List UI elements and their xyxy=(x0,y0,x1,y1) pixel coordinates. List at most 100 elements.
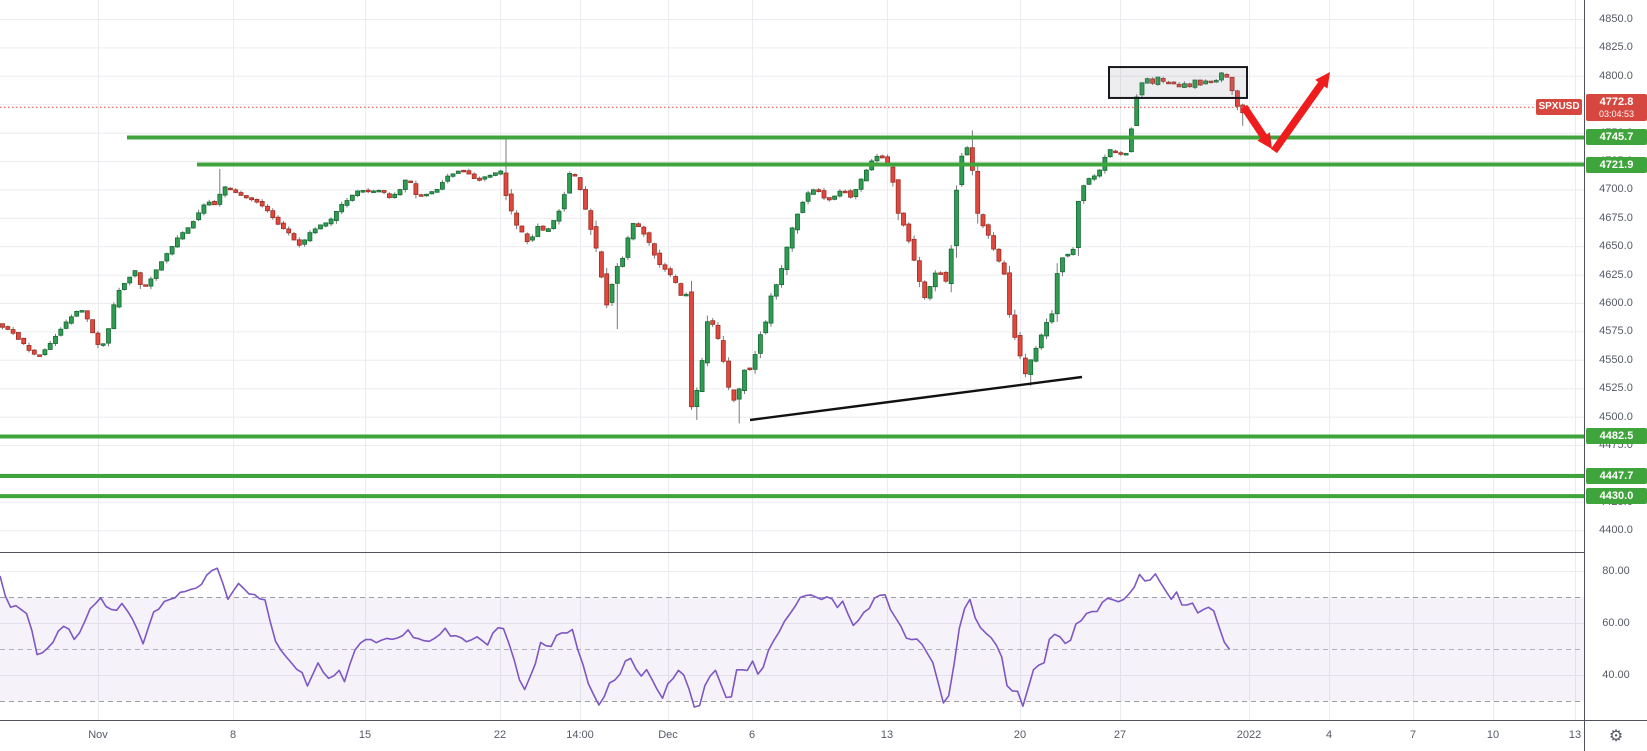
price-tick: 4525.0 xyxy=(1599,382,1633,395)
candle xyxy=(1213,80,1219,83)
candle xyxy=(853,189,859,198)
price-tick: 4400.0 xyxy=(1599,524,1633,537)
candle xyxy=(779,268,784,286)
candle xyxy=(302,239,308,245)
candle xyxy=(84,310,90,320)
consolidation-box[interactable] xyxy=(1108,66,1248,99)
candle xyxy=(641,226,647,235)
gear-glyph: ⚙ xyxy=(1608,728,1624,745)
price-tick: 4700.0 xyxy=(1599,183,1633,196)
candle xyxy=(895,179,901,214)
candle xyxy=(291,233,297,241)
candle xyxy=(1129,128,1134,153)
rsi-pane[interactable] xyxy=(0,552,1584,720)
time-tick: 8 xyxy=(229,729,237,741)
candle xyxy=(185,227,191,234)
level-price-chip: 4482.5 xyxy=(1586,428,1647,445)
candle xyxy=(1097,169,1102,177)
forecast-arrow[interactable] xyxy=(1240,72,1330,154)
time-tick: 22 xyxy=(493,729,507,741)
candle xyxy=(238,192,244,196)
candle xyxy=(1001,262,1007,275)
candle xyxy=(630,223,636,240)
candle xyxy=(26,345,32,351)
pane-separator[interactable] xyxy=(0,552,1647,553)
trendline[interactable] xyxy=(749,375,1083,422)
time-tick: 27 xyxy=(1113,729,1127,741)
time-tick: 13 xyxy=(880,729,894,741)
candle xyxy=(1229,76,1235,92)
candle xyxy=(286,228,292,234)
price-tick: 4500.0 xyxy=(1599,410,1633,423)
time-tick: 10 xyxy=(1486,729,1500,741)
candle xyxy=(789,227,795,249)
settings-gear-icon[interactable]: ⚙ xyxy=(1584,721,1647,751)
candle xyxy=(551,220,557,229)
candle xyxy=(540,225,546,231)
candle xyxy=(832,195,837,200)
candle xyxy=(763,321,769,334)
time-axis[interactable]: ⚙ Nov 8 15 22 14:00 Dec 6 13 20 27 2022 4 7 10 13 xyxy=(0,720,1647,751)
candle xyxy=(477,177,482,181)
candle xyxy=(678,283,684,296)
candle xyxy=(1012,314,1018,338)
price-axis[interactable]: 4850.04825.04800.04775.04750.04725.04700… xyxy=(1584,0,1647,720)
candle xyxy=(15,332,21,340)
candle xyxy=(662,264,668,270)
candle xyxy=(196,212,202,221)
candle xyxy=(911,238,917,261)
rsi-line xyxy=(0,567,1231,708)
candle xyxy=(212,200,217,206)
candle xyxy=(800,201,806,213)
candle xyxy=(328,218,334,225)
candle xyxy=(667,268,673,276)
price-pane[interactable] xyxy=(0,0,1584,552)
time-tick: 20 xyxy=(1013,729,1027,741)
candle xyxy=(673,276,678,283)
candle xyxy=(1038,334,1044,349)
candle xyxy=(837,190,843,197)
candle xyxy=(164,253,170,262)
candle xyxy=(365,189,371,193)
candle xyxy=(275,216,281,225)
candle xyxy=(63,321,69,329)
candle xyxy=(816,189,822,193)
candle xyxy=(233,189,239,193)
candle xyxy=(265,205,270,212)
candle xyxy=(901,212,906,226)
candle xyxy=(1155,76,1161,85)
symbol-label: SPXUSD xyxy=(1538,101,1580,112)
candle xyxy=(1118,152,1124,155)
candle xyxy=(190,221,196,229)
rsi-tick: 60.00 xyxy=(1602,617,1630,629)
candle xyxy=(270,210,276,219)
candle xyxy=(614,266,620,284)
candle xyxy=(694,390,700,407)
candle xyxy=(227,187,233,191)
candle xyxy=(699,360,705,392)
candle xyxy=(705,321,710,364)
candle xyxy=(996,248,1002,262)
candle xyxy=(106,328,111,344)
candle xyxy=(784,246,790,271)
candle xyxy=(339,204,345,213)
support-resistance-lines xyxy=(0,135,1584,499)
candle xyxy=(116,290,122,308)
candle xyxy=(652,243,657,256)
candle xyxy=(879,155,885,159)
candle xyxy=(349,194,355,201)
candle xyxy=(1192,79,1198,88)
candle xyxy=(498,170,504,175)
candle xyxy=(567,173,572,194)
candle xyxy=(588,210,594,230)
candle xyxy=(561,194,567,210)
rsi-tick: 40.00 xyxy=(1602,669,1630,681)
candle xyxy=(455,170,461,174)
candle xyxy=(79,310,85,313)
candle xyxy=(848,190,853,198)
candle xyxy=(927,286,933,299)
candle xyxy=(137,272,143,285)
candle xyxy=(169,246,175,255)
candle xyxy=(742,369,747,391)
time-tick: 2022 xyxy=(1236,729,1262,741)
